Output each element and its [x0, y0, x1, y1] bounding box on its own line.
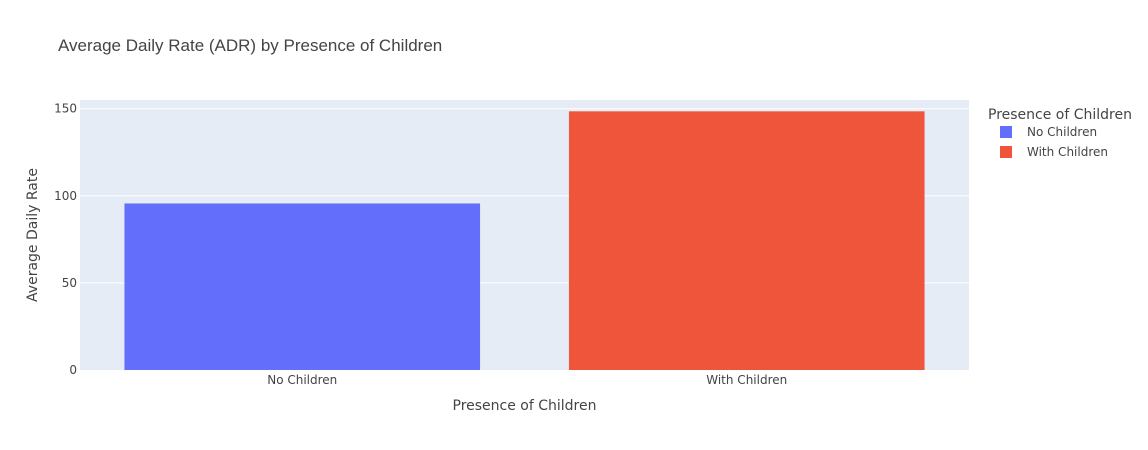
legend: Presence of Children No Children With Chi…: [988, 107, 1132, 159]
y-tick-label: 150: [54, 102, 77, 116]
x-tick-label: With Children: [706, 373, 787, 387]
bar-no-children[interactable]: [124, 203, 481, 370]
legend-title: Presence of Children: [988, 107, 1132, 123]
bar-with-children[interactable]: [568, 111, 925, 371]
legend-item[interactable]: With Children: [1000, 145, 1108, 159]
y-tick-label: 0: [69, 363, 77, 377]
x-tick-label: No Children: [267, 373, 337, 387]
y-axis-title: Average Daily Rate: [25, 168, 41, 302]
legend-label: No Children: [1027, 125, 1097, 139]
legend-swatch: [1000, 126, 1012, 138]
chart-title: Average Daily Rate (ADR) by Presence of …: [58, 36, 442, 55]
y-tick-label: 100: [54, 189, 77, 203]
legend-label: With Children: [1027, 145, 1108, 159]
y-axis-ticks: 0 50 100 150: [54, 102, 77, 377]
legend-item[interactable]: No Children: [1000, 125, 1097, 139]
legend-swatch: [1000, 146, 1012, 158]
x-axis-title: Presence of Children: [453, 398, 597, 414]
legend-items: No Children With Children: [1000, 125, 1108, 159]
bars: [124, 111, 925, 371]
y-tick-label: 50: [62, 276, 77, 290]
x-axis-ticks: No Children With Children: [267, 373, 787, 387]
